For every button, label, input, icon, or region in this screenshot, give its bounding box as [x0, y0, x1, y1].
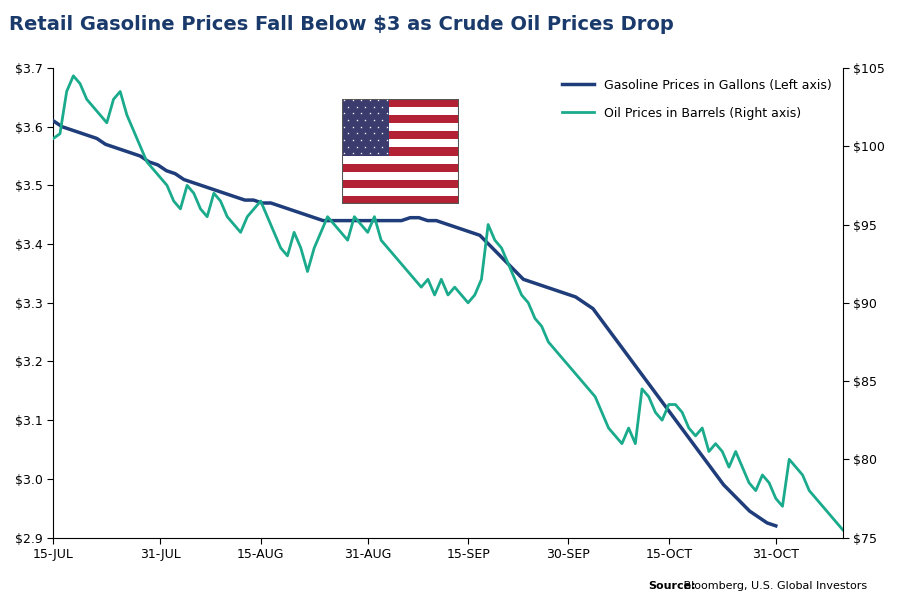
- Text: Retail Gasoline Prices Fall Below $3 as Crude Oil Prices Drop: Retail Gasoline Prices Fall Below $3 as …: [9, 15, 674, 34]
- Bar: [342, 99, 459, 107]
- Bar: [342, 164, 459, 172]
- Bar: [342, 115, 459, 123]
- Bar: [342, 139, 459, 148]
- Text: Source:: Source:: [648, 581, 696, 591]
- Bar: [342, 188, 459, 196]
- Bar: [342, 148, 459, 155]
- Legend: Gasoline Prices in Gallons (Left axis), Oil Prices in Barrels (Right axis): Gasoline Prices in Gallons (Left axis), …: [557, 74, 836, 125]
- Text: Bloomberg, U.S. Global Investors: Bloomberg, U.S. Global Investors: [680, 581, 867, 591]
- Bar: [342, 107, 459, 115]
- Bar: [342, 99, 389, 155]
- Bar: [342, 123, 459, 131]
- Bar: [342, 131, 459, 139]
- Bar: [342, 155, 459, 164]
- Bar: [342, 196, 459, 204]
- Bar: [342, 172, 459, 180]
- Bar: [342, 180, 459, 188]
